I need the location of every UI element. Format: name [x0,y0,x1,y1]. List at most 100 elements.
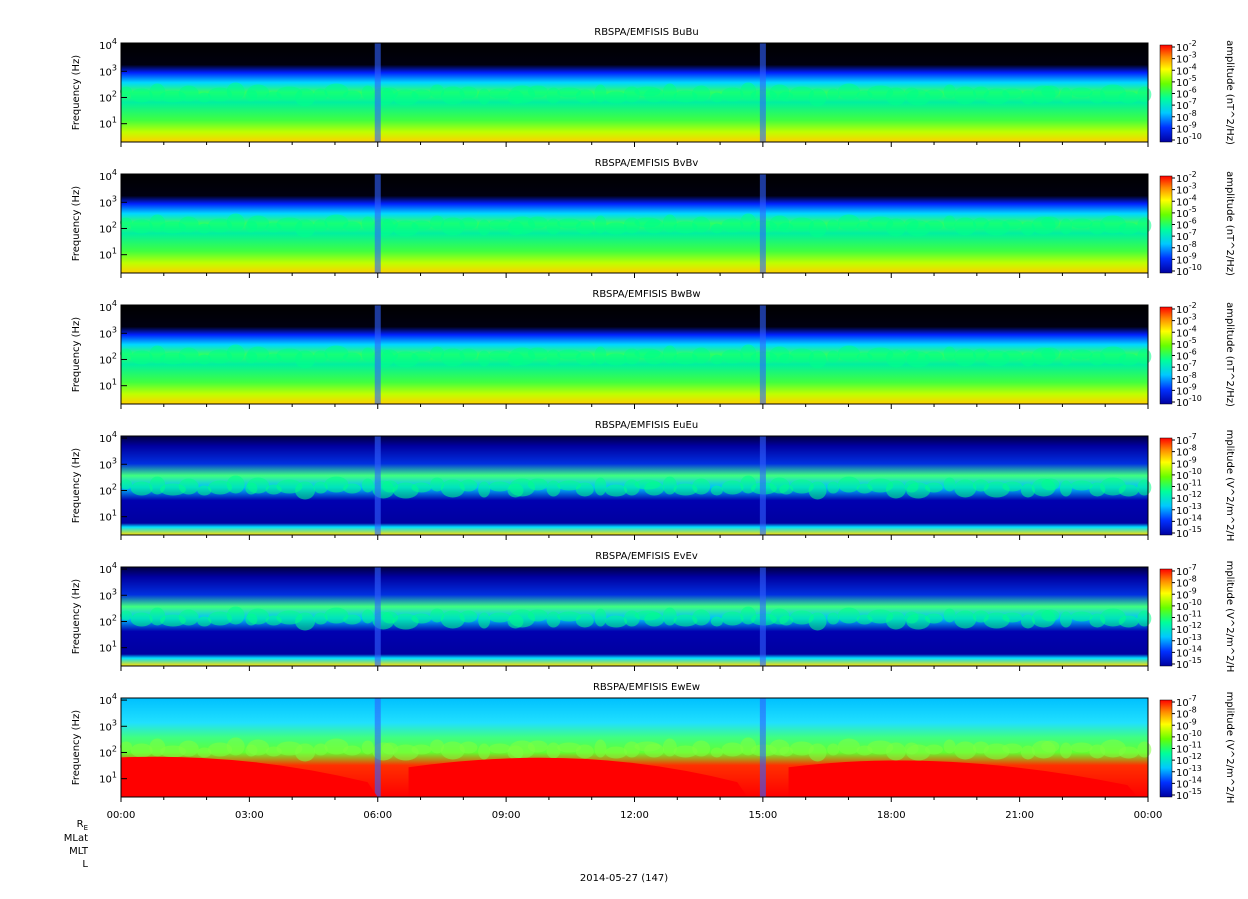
y-tick-label: 103 [99,325,117,340]
emission-blob [1137,348,1152,365]
emission-blob [662,476,677,495]
burst-column [374,567,381,666]
emission-blob [906,744,931,761]
emission-blob [605,91,628,104]
emission-blob [662,83,677,102]
emission-blob [343,614,362,625]
y-tick-label: 104 [99,168,117,183]
emission-blob [808,481,827,500]
emission-blob [943,215,956,230]
y-axis-label: Frequency (Hz) [71,579,82,655]
emission-blob [178,85,199,102]
emission-blob [673,483,698,496]
emission-blob [1041,478,1060,491]
emission-blob [178,609,199,626]
emission-blob [827,88,840,101]
emission-blob [226,475,245,494]
emission-blob [1041,85,1060,98]
emission-blob [954,348,977,367]
panel-title: RBSPA/EMFISIS EuEu [595,420,698,431]
colorbar-tick-label: 10-8 [1176,109,1197,124]
emission-blob [710,354,723,365]
emission-blob [779,91,794,102]
burst-column [759,43,766,142]
y-tick-label: 103 [99,194,117,209]
emission-blob [130,88,153,103]
emission-blob [557,480,582,491]
colorbar-tick-label: 10-6 [1176,348,1197,363]
emission-blob [710,616,723,627]
colorbar [1159,437,1173,536]
burst-column [759,698,766,797]
emission-blob [594,739,607,758]
emission-blob [226,344,245,363]
emission-blob [1137,741,1152,758]
ephemeris-re-label: RE [76,819,88,832]
emission-blob [440,348,465,367]
emission-blob [808,350,827,369]
x-tick-label: 03:00 [235,810,264,821]
y-tick-label: 102 [99,744,117,759]
emission-blob [295,481,316,500]
emission-blob [943,739,956,754]
y-tick-label: 102 [99,613,117,628]
colorbar-tick-label: 10-10 [1176,394,1202,409]
y-tick-label: 104 [99,430,117,445]
emission-blob [1002,612,1023,623]
y-tick-label: 104 [99,37,117,52]
emission-blob [885,611,906,630]
emission-blob [710,485,723,496]
emission-blob [575,89,594,104]
emission-blob [662,738,677,757]
emission-blob [459,217,478,230]
emission-blob [411,744,432,755]
emission-blob [662,214,677,233]
emission-blob [361,478,374,493]
colorbar-tick-label: 10-3 [1176,51,1197,66]
emission-blob [924,89,943,100]
x-tick-label: 18:00 [877,810,906,821]
y-tick-label: 101 [99,771,117,786]
emission-blob [1059,742,1072,759]
emission-blob [721,87,744,102]
panels-group: RBSPA/EMFISIS BuBu 101 102 103 104 Frequency … [71,27,1235,803]
y-tick-label: 101 [99,509,117,524]
ephemeris-l-label: L [82,859,88,870]
emission-blob [721,611,744,626]
burst-column [759,174,766,273]
emission-blob [1020,221,1035,236]
y-axis-label: Frequency (Hz) [71,710,82,786]
emission-blob [527,216,548,229]
emission-blob [692,609,711,626]
emission-blob [120,217,132,228]
colorbar-tick-label: 10-14 [1176,644,1202,659]
y-tick-label: 101 [99,247,117,262]
emission-blob [361,216,374,231]
emission-blob [478,219,491,236]
colorbar-tick-label: 10-15 [1176,525,1202,540]
emission-blob [779,353,794,364]
emission-blob [605,353,628,366]
emission-blob [1020,352,1035,367]
emission-blob [1118,353,1139,366]
emission-blob [430,346,445,361]
emission-blob [789,479,814,494]
panel-2: RBSPA/EMFISIS BvBv 101 102 103 104 Frequency … [71,158,1235,278]
emission-blob [954,479,977,498]
emission-blob [673,352,698,365]
y-tick-label: 103 [99,587,117,602]
emission-blob [779,484,794,495]
emission-blob [692,740,711,757]
emission-blob [1070,87,1093,98]
emission-blob [885,218,906,237]
emission-blob [178,347,199,364]
emission-blob [954,741,977,760]
emission-blob [943,346,956,361]
emission-blob [1137,217,1152,234]
emission-blob [130,350,153,365]
y-tick-label: 104 [99,561,117,576]
emission-blob [120,348,132,359]
emission-blob [120,741,132,752]
emission-blob [295,350,316,369]
